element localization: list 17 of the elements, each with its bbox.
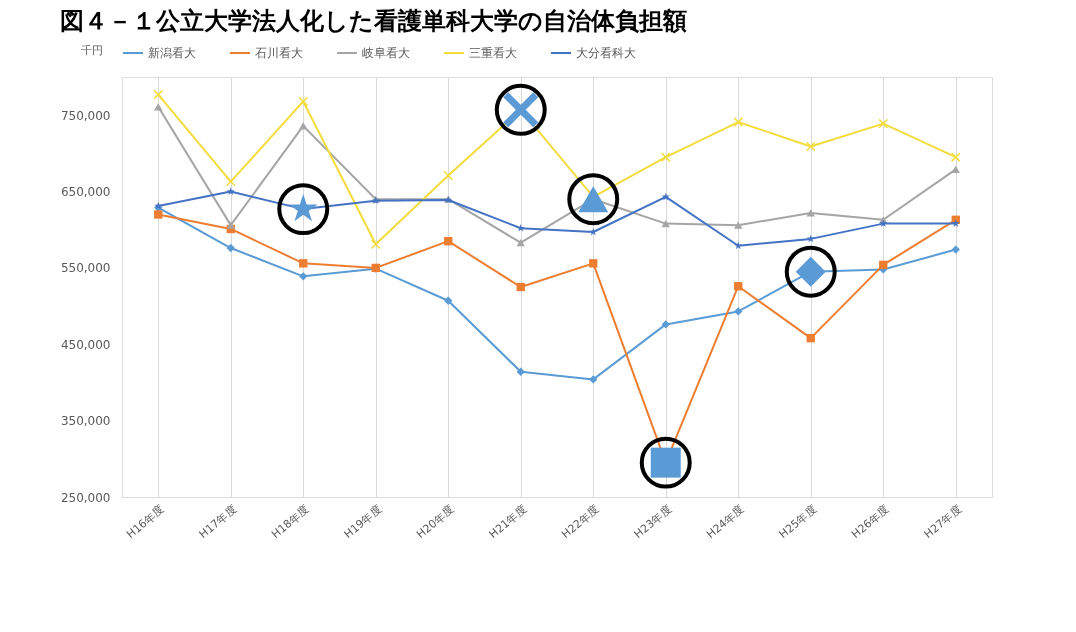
- y-tick-label: 650,000: [60, 185, 111, 200]
- y-axis-title: 千円: [80, 43, 103, 57]
- y-tick-label: 250,000: [60, 490, 111, 505]
- legend-label: 三重看大: [469, 46, 517, 60]
- legend-label: 石川看大: [255, 46, 303, 60]
- x-tick-label: H22年度: [559, 502, 602, 542]
- y-tick-label: 750,000: [60, 108, 111, 123]
- y-tick-label: 450,000: [60, 337, 111, 352]
- x-tick-label: H21年度: [486, 502, 529, 542]
- y-tick-label: 350,000: [60, 414, 111, 429]
- legend-label: 岐阜看大: [362, 46, 410, 60]
- legend-label: 新潟看大: [148, 46, 196, 60]
- x-tick-label: H19年度: [341, 502, 384, 542]
- x-tick-label: H20年度: [414, 502, 457, 542]
- chart-title: 図４－１公立大学法人化した看護単科大学の自治体負担額: [60, 7, 688, 35]
- legend-label: 大分看科大: [576, 46, 636, 60]
- y-tick-label: 550,000: [60, 261, 111, 276]
